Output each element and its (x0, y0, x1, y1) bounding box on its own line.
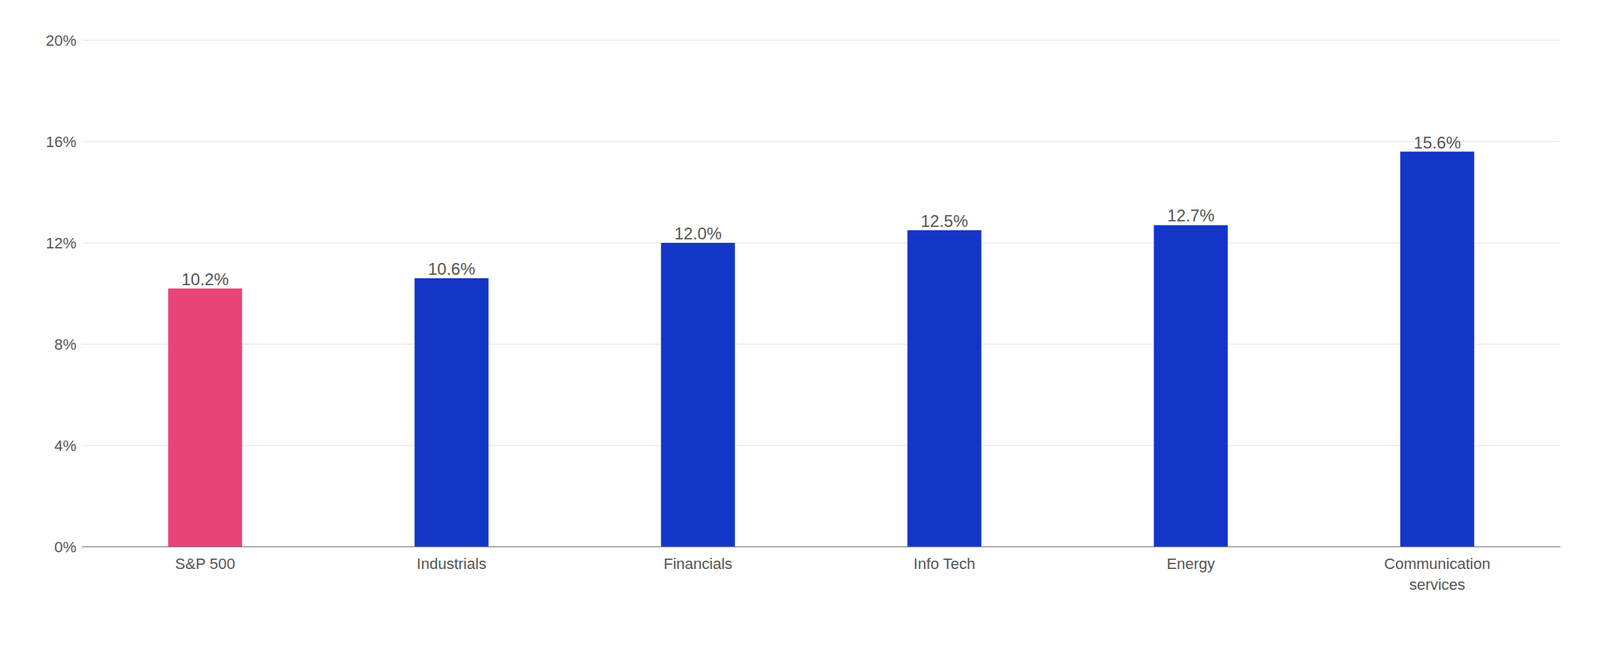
svg-text:Communicationservices: Communicationservices (1384, 555, 1491, 594)
svg-text:Energy: Energy (1166, 555, 1216, 573)
svg-text:Financials: Financials (663, 555, 733, 573)
svg-text:8%: 8% (54, 335, 77, 354)
svg-text:20%: 20% (45, 31, 77, 50)
svg-text:12.0%: 12.0% (674, 224, 722, 243)
svg-text:4%: 4% (54, 437, 77, 455)
svg-text:12%: 12% (45, 234, 77, 252)
svg-text:0%: 0% (54, 538, 77, 557)
svg-text:15.6%: 15.6% (1413, 133, 1461, 153)
svg-text:12.5%: 12.5% (920, 211, 968, 231)
svg-text:16%: 16% (45, 133, 77, 151)
svg-text:S&P 500: S&P 500 (174, 555, 235, 573)
svg-text:Industrials: Industrials (416, 555, 486, 573)
svg-text:10.2%: 10.2% (181, 270, 229, 289)
svg-text:10.6%: 10.6% (427, 259, 475, 279)
svg-text:12.7%: 12.7% (1166, 206, 1215, 225)
svg-text:Info Tech: Info Tech (913, 555, 976, 573)
